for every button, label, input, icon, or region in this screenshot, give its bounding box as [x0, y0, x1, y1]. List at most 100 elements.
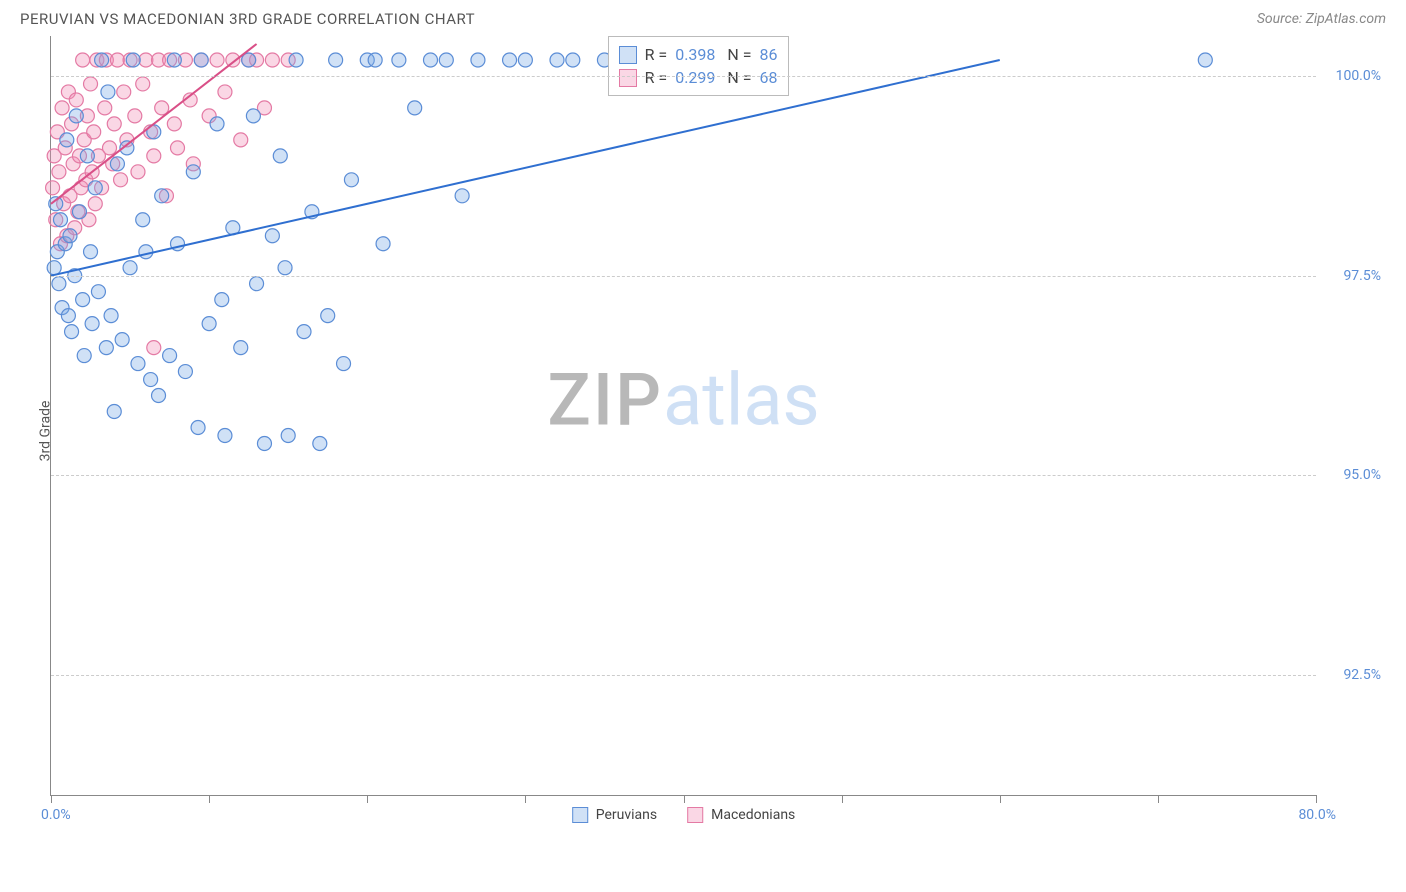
scatter-point — [80, 149, 94, 163]
scatter-point — [503, 53, 517, 67]
scatter-point — [88, 197, 102, 211]
chart-title: PERUVIAN VS MACEDONIAN 3RD GRADE CORRELA… — [20, 10, 475, 28]
gridline — [51, 675, 1316, 676]
x-tick — [209, 795, 210, 803]
scatter-point — [91, 285, 105, 299]
scatter-point — [246, 109, 260, 123]
scatter-point — [278, 261, 292, 275]
scatter-point — [144, 373, 158, 387]
scatter-point — [60, 133, 74, 147]
scatter-point — [84, 245, 98, 259]
scatter-point — [281, 428, 295, 442]
scatter-point — [265, 229, 279, 243]
scatter-point — [171, 141, 185, 155]
x-tick — [1000, 795, 1001, 803]
scatter-point — [226, 53, 240, 67]
scatter-point — [95, 53, 109, 67]
scatter-point — [167, 117, 181, 131]
stats-r-value-macedonians: 0.299 — [675, 68, 715, 87]
scatter-point — [55, 101, 69, 115]
scatter-point — [84, 77, 98, 91]
scatter-point — [218, 428, 232, 442]
stats-r-value-peruvians: 0.398 — [675, 45, 715, 64]
scatter-point — [194, 53, 208, 67]
scatter-point — [104, 309, 118, 323]
scatter-point — [392, 53, 406, 67]
chart-container: 3rd Grade ZIPatlas R = 0.398 N = 86 R = … — [50, 36, 1386, 826]
scatter-point — [257, 436, 271, 450]
scatter-point — [455, 189, 469, 203]
x-tick — [684, 795, 685, 803]
legend-label-macedonians: Macedonians — [711, 807, 795, 823]
legend-swatch-peruvians — [572, 807, 588, 823]
gridline — [51, 276, 1316, 277]
scatter-point — [439, 53, 453, 67]
stats-r-label: R = — [645, 45, 668, 64]
scatter-point — [98, 101, 112, 115]
scatter-point — [337, 357, 351, 371]
stats-box: R = 0.398 N = 86 R = 0.299 N = 68 — [608, 36, 789, 96]
x-tick — [1316, 795, 1317, 803]
scatter-point — [101, 85, 115, 99]
scatter-point — [107, 405, 121, 419]
gridline — [51, 475, 1316, 476]
scatter-point — [115, 333, 129, 347]
scatter-point — [76, 53, 90, 67]
scatter-point — [186, 165, 200, 179]
y-tick-label: 100.0% — [1336, 68, 1381, 84]
scatter-point — [77, 349, 91, 363]
scatter-point — [52, 277, 66, 291]
scatter-point — [329, 53, 343, 67]
stats-n-value-peruvians: 86 — [760, 45, 778, 64]
scatter-point — [114, 173, 128, 187]
scatter-point — [297, 325, 311, 339]
stats-n-value-macedonians: 68 — [760, 68, 778, 87]
scatter-point — [202, 317, 216, 331]
scatter-point — [550, 53, 564, 67]
scatter-point — [69, 109, 83, 123]
scatter-point — [52, 165, 66, 179]
scatter-point — [85, 317, 99, 331]
scatter-point — [107, 117, 121, 131]
scatter-point — [47, 261, 61, 275]
scatter-point — [368, 53, 382, 67]
stats-swatch-macedonians — [619, 69, 637, 87]
stats-n-label: N = — [723, 45, 751, 64]
x-tick — [1158, 795, 1159, 803]
scatter-point — [136, 213, 150, 227]
scatter-point — [147, 149, 161, 163]
scatter-point — [88, 181, 102, 195]
scatter-point — [103, 141, 117, 155]
scatter-point — [321, 309, 335, 323]
gridline — [51, 76, 1316, 77]
scatter-point — [191, 420, 205, 434]
x-axis-min-label: 0.0% — [41, 807, 71, 823]
scatter-point — [72, 205, 86, 219]
scatter-point — [178, 365, 192, 379]
scatter-point — [344, 173, 358, 187]
legend-swatch-macedonians — [687, 807, 703, 823]
x-tick — [51, 795, 52, 803]
plot-area: ZIPatlas R = 0.398 N = 86 R = 0.299 N = … — [50, 36, 1316, 796]
stats-row-macedonians: R = 0.299 N = 68 — [619, 66, 778, 89]
scatter-point — [61, 309, 75, 323]
source-label: Source: ZipAtlas.com — [1257, 11, 1386, 27]
stats-swatch-peruvians — [619, 46, 637, 64]
scatter-point — [210, 117, 224, 131]
legend-item-peruvians: Peruvians — [572, 807, 657, 823]
legend: Peruvians Macedonians — [572, 807, 796, 823]
scatter-point — [69, 93, 83, 107]
scatter-point — [110, 157, 124, 171]
y-tick-label: 95.0% — [1343, 467, 1381, 483]
scatter-svg — [51, 36, 1316, 795]
header: PERUVIAN VS MACEDONIAN 3RD GRADE CORRELA… — [0, 0, 1406, 36]
scatter-point — [408, 101, 422, 115]
scatter-point — [566, 53, 580, 67]
scatter-point — [128, 109, 142, 123]
scatter-point — [131, 165, 145, 179]
scatter-point — [250, 277, 264, 291]
y-tick-label: 92.5% — [1343, 667, 1381, 683]
scatter-point — [46, 181, 60, 195]
scatter-point — [471, 53, 485, 67]
scatter-point — [215, 293, 229, 307]
